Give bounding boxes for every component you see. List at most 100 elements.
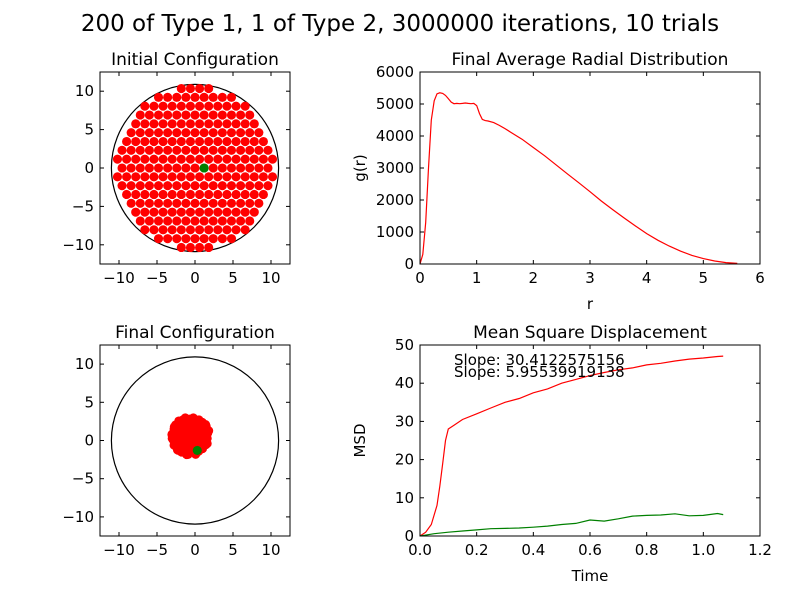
type1-particle xyxy=(158,119,168,129)
type1-particle xyxy=(195,172,205,182)
rdf-ytick-label: 3000 xyxy=(376,159,414,177)
type1-particle xyxy=(181,163,191,173)
type1-particle xyxy=(163,92,173,102)
rdf-ytick-label: 1000 xyxy=(376,223,414,241)
initial-ytick-label: 5 xyxy=(84,121,94,139)
type1-particle xyxy=(249,189,259,200)
type1-particle xyxy=(172,234,182,244)
type1-particle xyxy=(144,181,154,191)
type1-particle xyxy=(140,154,150,164)
type1-particle xyxy=(258,154,268,164)
msd-ytick-label: 30 xyxy=(395,412,414,430)
type1-particle xyxy=(172,163,182,173)
type1-particle xyxy=(140,207,150,217)
type1-particle xyxy=(149,172,159,182)
type1-particle xyxy=(153,234,164,244)
type1-particle xyxy=(172,198,182,208)
type1-particle xyxy=(181,110,191,120)
type1-particle xyxy=(254,145,264,155)
type1-particle xyxy=(153,216,164,226)
final-xtick-label: 10 xyxy=(261,541,280,559)
type1-particle xyxy=(204,172,214,182)
type1-particle xyxy=(199,110,209,120)
msd-series-line-1 xyxy=(420,512,724,536)
msd-xtick-label: 0.4 xyxy=(521,541,545,559)
final-ytick-label: 10 xyxy=(75,355,94,373)
final-plot-area xyxy=(110,356,280,525)
type1-particle xyxy=(176,119,186,129)
final-xtick-label: −5 xyxy=(146,541,168,559)
type1-particle xyxy=(172,110,182,120)
type1-particle xyxy=(190,198,200,208)
type1-particle xyxy=(236,145,246,155)
type1-particle xyxy=(208,163,218,173)
type1-particle xyxy=(226,163,237,173)
type1-particle xyxy=(204,189,214,200)
type1-particle xyxy=(190,216,200,226)
type1-particle xyxy=(190,110,200,120)
initial-xtick-label: −10 xyxy=(103,269,135,287)
rdf-ytick-label: 0 xyxy=(404,255,414,273)
rdf-xtick-label: 0 xyxy=(415,269,425,287)
type1-particle xyxy=(222,225,232,235)
type1-particle xyxy=(213,119,223,129)
type1-particle xyxy=(195,225,205,235)
type1-particle xyxy=(236,198,246,208)
type1-particle xyxy=(158,154,168,164)
type1-particle xyxy=(131,172,141,182)
type1-particle xyxy=(185,207,195,217)
rdf-ytick-label: 5000 xyxy=(376,95,414,113)
type1-particle xyxy=(158,136,168,147)
type1-particle xyxy=(208,198,218,208)
type1-particle xyxy=(131,136,141,147)
initial-ytick-label: −10 xyxy=(62,236,94,254)
type1-particle xyxy=(167,433,177,443)
type1-particle xyxy=(185,242,195,253)
type1-particle xyxy=(208,145,218,155)
final-ytick-label: 5 xyxy=(84,393,94,411)
type1-particle xyxy=(163,216,173,226)
type1-particle xyxy=(199,181,209,191)
type1-particle xyxy=(158,172,168,182)
type1-particle xyxy=(122,189,132,200)
msd-slope-annotation: Slope: 30.4122575156 xyxy=(454,351,625,369)
type1-particle xyxy=(258,189,268,200)
type1-particle xyxy=(126,163,136,173)
type1-particle xyxy=(122,136,132,147)
final-xtick-label: −10 xyxy=(103,541,135,559)
type1-particle xyxy=(245,198,255,208)
type1-particle xyxy=(172,216,182,226)
type1-particle xyxy=(131,207,141,217)
boundary-circle xyxy=(110,83,280,253)
type1-particle xyxy=(199,145,209,155)
type1-particle xyxy=(185,136,195,147)
type1-particle xyxy=(217,145,227,155)
type1-particle xyxy=(199,198,209,208)
type1-particle xyxy=(176,83,186,94)
type1-particle xyxy=(174,425,185,435)
type1-particle xyxy=(267,172,278,182)
type1-particle xyxy=(213,189,223,200)
type1-particle xyxy=(140,225,150,235)
type1-particle xyxy=(185,225,195,235)
type1-particle xyxy=(240,207,250,217)
rdf-plot-area xyxy=(420,92,738,264)
type1-particle xyxy=(208,181,218,191)
type1-particle xyxy=(135,216,145,226)
msd-plot-area xyxy=(420,355,724,536)
rdf-xtick-label: 2 xyxy=(529,269,539,287)
type1-particle xyxy=(176,242,186,253)
type1-particle xyxy=(245,216,255,226)
type1-particle xyxy=(213,172,223,182)
type1-particle xyxy=(249,136,259,147)
type1-particle xyxy=(163,128,173,138)
type1-particle xyxy=(263,181,273,191)
type1-particle xyxy=(185,101,195,111)
msd-xtick-label: 0.0 xyxy=(408,541,432,559)
type1-particle xyxy=(208,92,218,102)
type1-particle xyxy=(190,163,200,173)
msd-xtick-label: 1.2 xyxy=(748,541,772,559)
type1-particle xyxy=(140,119,150,129)
type1-particle xyxy=(172,181,182,191)
type1-particle xyxy=(167,154,177,164)
